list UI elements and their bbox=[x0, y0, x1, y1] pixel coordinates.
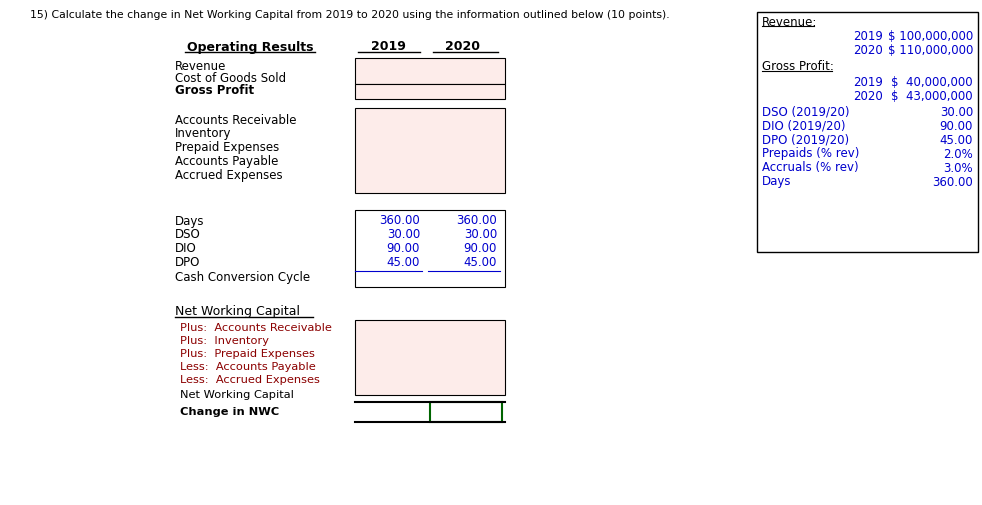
Text: Accounts Payable: Accounts Payable bbox=[175, 156, 278, 169]
Text: $  43,000,000: $ 43,000,000 bbox=[892, 90, 973, 104]
Text: Revenue:: Revenue: bbox=[762, 16, 817, 28]
Text: Net Working Capital: Net Working Capital bbox=[180, 390, 294, 400]
Text: 2019: 2019 bbox=[853, 76, 883, 89]
Text: 30.00: 30.00 bbox=[940, 106, 973, 119]
Text: 30.00: 30.00 bbox=[464, 228, 497, 241]
Text: Revenue: Revenue bbox=[175, 60, 227, 73]
Bar bbox=[355, 108, 505, 193]
Text: Days: Days bbox=[762, 176, 791, 188]
Text: DPO: DPO bbox=[175, 257, 200, 270]
Text: $  40,000,000: $ 40,000,000 bbox=[892, 76, 973, 89]
Text: 90.00: 90.00 bbox=[940, 120, 973, 132]
Text: DSO: DSO bbox=[175, 228, 200, 241]
Text: DPO (2019/20): DPO (2019/20) bbox=[762, 133, 849, 146]
Bar bbox=[430, 402, 502, 422]
Text: $ 110,000,000: $ 110,000,000 bbox=[888, 44, 973, 58]
Bar bbox=[355, 320, 505, 395]
Text: 360.00: 360.00 bbox=[379, 215, 420, 227]
Text: 45.00: 45.00 bbox=[464, 257, 497, 270]
Text: Plus:  Accounts Receivable: Plus: Accounts Receivable bbox=[180, 323, 332, 333]
Text: DIO: DIO bbox=[175, 242, 196, 256]
Text: 3.0%: 3.0% bbox=[944, 162, 973, 175]
Text: 2020: 2020 bbox=[853, 90, 883, 104]
Text: DSO (2019/20): DSO (2019/20) bbox=[762, 106, 849, 119]
Bar bbox=[757, 12, 978, 252]
Text: 2.0%: 2.0% bbox=[944, 147, 973, 161]
Text: Accounts Receivable: Accounts Receivable bbox=[175, 114, 297, 126]
Text: DIO (2019/20): DIO (2019/20) bbox=[762, 120, 846, 132]
Text: Less:  Accounts Payable: Less: Accounts Payable bbox=[180, 362, 316, 372]
Bar bbox=[355, 210, 505, 287]
Bar bbox=[355, 84, 505, 99]
Text: 45.00: 45.00 bbox=[387, 257, 420, 270]
Text: 45.00: 45.00 bbox=[940, 133, 973, 146]
Text: Plus:  Inventory: Plus: Inventory bbox=[180, 336, 269, 346]
Text: Accruals (% rev): Accruals (% rev) bbox=[762, 162, 858, 175]
Text: 90.00: 90.00 bbox=[464, 242, 497, 256]
Text: 360.00: 360.00 bbox=[457, 215, 497, 227]
Text: 2020: 2020 bbox=[446, 40, 480, 54]
Bar bbox=[355, 58, 505, 84]
Text: Plus:  Prepaid Expenses: Plus: Prepaid Expenses bbox=[180, 349, 315, 359]
Text: Operating Results: Operating Results bbox=[187, 40, 313, 54]
Text: Accrued Expenses: Accrued Expenses bbox=[175, 170, 283, 182]
Text: Gross Profit: Gross Profit bbox=[175, 84, 254, 97]
Text: 90.00: 90.00 bbox=[387, 242, 420, 256]
Text: Inventory: Inventory bbox=[175, 127, 232, 140]
Text: 30.00: 30.00 bbox=[387, 228, 420, 241]
Text: 15) Calculate the change in Net Working Capital from 2019 to 2020 using the info: 15) Calculate the change in Net Working … bbox=[30, 10, 670, 20]
Text: Cost of Goods Sold: Cost of Goods Sold bbox=[175, 72, 286, 84]
Text: 2020: 2020 bbox=[853, 44, 883, 58]
Text: Net Working Capital: Net Working Capital bbox=[175, 306, 300, 319]
Text: Prepaid Expenses: Prepaid Expenses bbox=[175, 141, 279, 155]
Text: 2019: 2019 bbox=[853, 30, 883, 43]
Text: Less:  Accrued Expenses: Less: Accrued Expenses bbox=[180, 375, 320, 385]
Text: Prepaids (% rev): Prepaids (% rev) bbox=[762, 147, 859, 161]
Text: Cash Conversion Cycle: Cash Conversion Cycle bbox=[175, 271, 310, 283]
Text: 360.00: 360.00 bbox=[932, 176, 973, 188]
Text: 2019: 2019 bbox=[370, 40, 406, 54]
Text: Gross Profit:: Gross Profit: bbox=[762, 61, 834, 74]
Text: Days: Days bbox=[175, 215, 204, 227]
Text: $ 100,000,000: $ 100,000,000 bbox=[888, 30, 973, 43]
Text: Change in NWC: Change in NWC bbox=[180, 407, 279, 417]
